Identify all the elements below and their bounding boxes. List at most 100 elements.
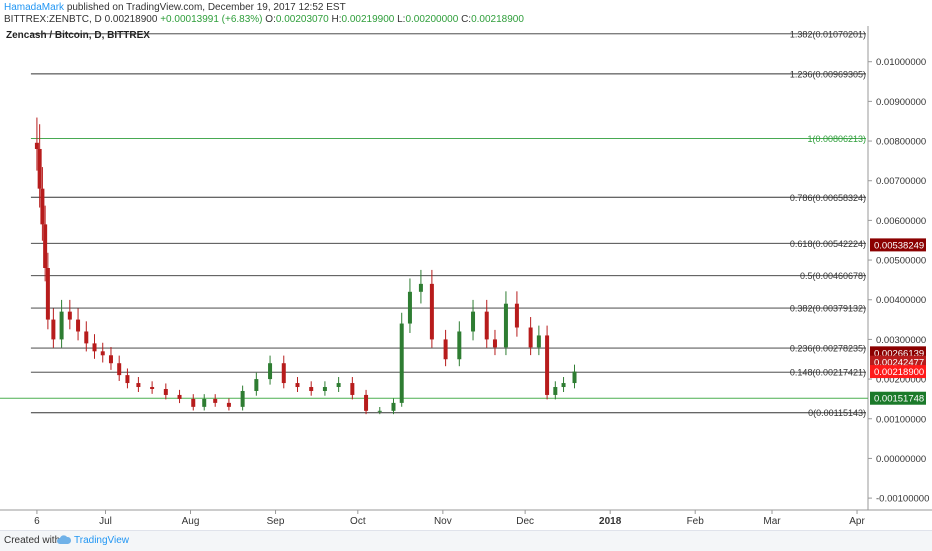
- candle-body: [399, 323, 404, 403]
- x-tick-label: Apr: [849, 516, 865, 527]
- candle-body: [503, 303, 508, 348]
- published-text: published on TradingView.com, December 1…: [66, 2, 346, 13]
- cloud-logo-icon: [56, 534, 72, 549]
- price-axis[interactable]: 0.01000000 0.00900000 0.00800000 0.00700000…: [868, 57, 929, 505]
- candle-body: [268, 363, 273, 380]
- fib-level-label: 1.382(0.01070201): [790, 29, 866, 39]
- y-tick-label: 0.00100000: [876, 414, 926, 425]
- candle-body: [377, 410, 382, 412]
- candle-body: [51, 319, 56, 340]
- price-badge-label: 0.00242477: [874, 358, 924, 369]
- ohlc-line: BITTREX:ZENBTC, D 0.00218900 +0.00013991…: [4, 14, 524, 25]
- candle-body: [84, 331, 89, 344]
- candle-body: [553, 387, 558, 395]
- candle-body: [226, 402, 231, 407]
- candle-body: [418, 283, 423, 292]
- candle-body: [295, 383, 300, 388]
- close-value: 0.00218900: [471, 14, 524, 25]
- candle-body: [191, 398, 196, 407]
- y-tick-label: 0.01000000: [876, 57, 926, 68]
- candle-body: [213, 398, 218, 403]
- candle-body: [536, 335, 541, 348]
- chart-header: HamadaMark published on TradingView.com,…: [0, 0, 932, 26]
- fib-level-label: 0.148(0.00217421): [790, 368, 866, 378]
- candle-body: [457, 331, 462, 360]
- x-tick-label: Mar: [763, 516, 781, 527]
- created-with-label: Created with: [4, 535, 61, 546]
- candle-body: [309, 387, 314, 391]
- candle-body: [240, 390, 245, 407]
- y-tick-label: 0.00200000: [876, 375, 926, 386]
- candle-body: [572, 371, 577, 384]
- y-tick-label: 0.00600000: [876, 216, 926, 227]
- candle-body: [67, 311, 72, 320]
- fib-level-label: 0.786(0.00658324): [790, 193, 866, 203]
- low-value: 0.00200000: [405, 14, 459, 25]
- price-badges: 0.00538249 0.002661390.002424770.00218900…: [870, 238, 926, 405]
- symbol-label: BITTREX:ZENBTC, D: [4, 14, 102, 25]
- candle-body: [202, 398, 207, 407]
- fib-level-label: 0.236(0.00278235): [790, 344, 866, 354]
- fibonacci-levels: 1.382(0.01070201) 1.236(0.00969305) 1(0.00…: [0, 29, 868, 418]
- y-tick-label: 0.00500000: [876, 256, 926, 267]
- price-badge: [870, 238, 926, 252]
- price-change: +0.00013991 (+6.83%): [160, 14, 263, 25]
- candle-body: [281, 363, 286, 384]
- candle-body: [59, 311, 64, 340]
- candle-body: [37, 148, 42, 189]
- time-axis[interactable]: 6 Jul Aug Sep Oct Nov Dec 2018 Feb Mar Apr: [34, 510, 865, 527]
- y-tick-label: -0.00100000: [876, 494, 929, 505]
- close-label: C:: [461, 14, 472, 25]
- candle-body: [117, 363, 122, 376]
- candle-body: [100, 351, 105, 356]
- last-price: 0.00218900: [104, 14, 158, 25]
- price-badge: [870, 391, 926, 405]
- candle-body: [254, 379, 259, 391]
- x-tick-label: Feb: [687, 516, 705, 527]
- fib-level-label: 1(0.00806213): [807, 134, 866, 144]
- x-tick-label: Dec: [516, 516, 534, 527]
- candle-body: [108, 355, 113, 364]
- candle-body: [484, 311, 489, 340]
- price-badge-label: 0.00151748: [874, 394, 924, 405]
- candle-body: [407, 291, 412, 324]
- y-tick-label: 0.00900000: [876, 97, 926, 108]
- candle-body: [125, 375, 130, 384]
- y-tick-label: 0.00700000: [876, 176, 926, 187]
- price-chart[interactable]: Zencash / Bitcoin, D, BITTREX 1.382(0.01…: [0, 26, 932, 530]
- candles: [34, 117, 577, 415]
- candle-body: [43, 224, 48, 268]
- y-tick-label: 0.00000000: [876, 454, 926, 465]
- fib-level-label: 0.618(0.00542224): [790, 239, 866, 249]
- x-tick-label: Sep: [267, 516, 285, 527]
- candle-body: [429, 283, 434, 340]
- open-value: 0.00203070: [275, 14, 329, 25]
- y-tick-label: 0.00400000: [876, 295, 926, 306]
- candle-body: [136, 383, 141, 388]
- tradingview-link[interactable]: TradingView: [74, 535, 130, 546]
- author-link[interactable]: HamadaMark: [4, 2, 65, 13]
- candle-body: [177, 394, 182, 399]
- price-badge: [870, 365, 926, 379]
- open-label: O:: [265, 14, 276, 25]
- x-tick-label: Oct: [350, 516, 366, 527]
- grid: [0, 26, 932, 511]
- candle-body: [364, 394, 369, 411]
- candle-body: [92, 343, 97, 352]
- y-tick-label: 0.00800000: [876, 137, 926, 148]
- candle-body: [350, 383, 355, 395]
- candle-body: [336, 383, 341, 388]
- candle-body: [150, 387, 155, 389]
- fib-level-label: 0(0.00115143): [808, 408, 866, 418]
- x-tick-label: 2018: [599, 516, 622, 527]
- candle-body: [528, 327, 533, 348]
- candle-body: [34, 142, 39, 149]
- price-badge-label: 0.00538249: [874, 240, 924, 251]
- footer: Created with TradingView: [0, 530, 932, 551]
- price-badge-label: 0.00218900: [874, 367, 924, 378]
- candle-body: [40, 188, 45, 225]
- candle-body: [45, 268, 50, 320]
- candle-body: [391, 402, 396, 411]
- y-tick-label: 0.00300000: [876, 335, 926, 346]
- high-label: H:: [331, 14, 342, 25]
